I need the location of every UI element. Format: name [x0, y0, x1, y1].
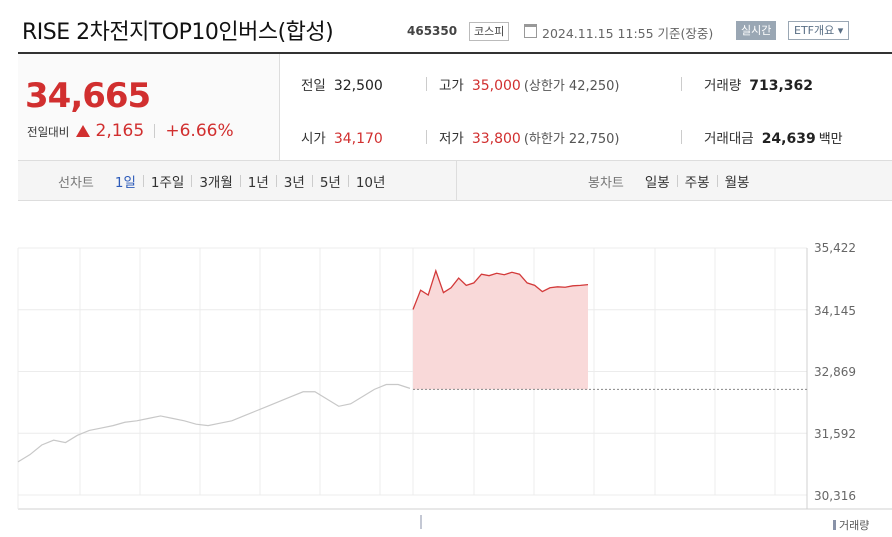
line-chart-title: 선차트	[58, 175, 94, 191]
market-badge: 코스피	[469, 22, 510, 41]
price-summary: 34,665 전일대비 2,165 +6.66%	[18, 54, 280, 161]
price-chart-svg	[17, 247, 892, 529]
tab-monthly-candle[interactable]: 월봉	[724, 175, 750, 191]
stat-value: 713,362	[749, 78, 814, 94]
stat-divider	[681, 130, 682, 144]
upper-limit: (상한가 42,250)	[523, 79, 620, 94]
etf-overview-dropdown[interactable]: ETF개요 ▾	[788, 21, 850, 40]
stat-prev-close: 전일 32,500	[301, 74, 383, 94]
current-price: 34,665	[25, 76, 151, 116]
volume-legend: 거래량	[833, 517, 869, 533]
tab-3m[interactable]: 3개월	[199, 175, 233, 191]
stat-open: 시가 34,170	[301, 127, 383, 147]
change-label: 전일대비	[27, 125, 70, 139]
calendar-icon	[524, 24, 537, 38]
tab-divider	[311, 175, 313, 187]
line-chart-tabs: 선차트 1일 1주일 3개월 1년 3년 5년 10년	[58, 161, 392, 201]
prev-day-line	[17, 383, 411, 463]
stat-value: 32,500	[333, 78, 383, 94]
tab-1w[interactable]: 1주일	[150, 175, 185, 191]
candle-chart-title: 봉차트	[588, 175, 624, 191]
realtime-button[interactable]: 실시간	[736, 21, 777, 40]
tab-divider	[275, 175, 277, 187]
tab-3y[interactable]: 3년	[283, 175, 305, 191]
y-tick-label: 30,316	[814, 489, 856, 503]
stat-low: 저가 33,800 (하한가 22,750)	[439, 127, 620, 147]
tab-daily-candle[interactable]: 일봉	[644, 175, 670, 191]
stat-label: 거래량	[704, 78, 742, 94]
today-area-fill	[413, 270, 588, 390]
tab-10y[interactable]: 10년	[355, 175, 386, 191]
tab-weekly-candle[interactable]: 주봉	[684, 175, 710, 191]
tab-divider	[191, 175, 193, 187]
stat-divider	[426, 130, 427, 144]
tab-divider	[347, 175, 349, 187]
y-tick-label: 35,422	[814, 241, 856, 255]
tab-divider	[142, 175, 144, 187]
chart-tab-bar: 선차트 1일 1주일 3개월 1년 3년 5년 10년 봉차트 일봉 주봉 월봉	[18, 161, 892, 201]
tab-divider	[676, 175, 678, 187]
y-tick-label: 32,869	[814, 365, 856, 379]
price-chart[interactable]: 35,422 34,145 32,869 31,592 30,316 거래량	[0, 201, 892, 537]
candle-chart-tabs: 봉차트 일봉 주봉 월봉	[588, 161, 756, 201]
lower-limit: (하한가 22,750)	[523, 132, 620, 147]
stat-high: 고가 35,000 (상한가 42,250)	[439, 74, 620, 94]
tab-5y[interactable]: 5년	[319, 175, 341, 191]
tab-divider	[716, 175, 718, 187]
today-price-line	[412, 268, 589, 310]
tab-1d[interactable]: 1일	[114, 175, 136, 191]
stat-value: 24,639	[761, 131, 816, 147]
stat-label: 고가	[439, 78, 464, 94]
stock-code: 465350	[407, 24, 458, 38]
stat-amount: 거래대금 24,639 백만	[704, 127, 843, 147]
timestamp: 2024.11.15 11:55 기준(장중)	[542, 26, 714, 41]
stat-label: 전일	[301, 78, 326, 94]
page-title: RISE 2차전지TOP10인버스(합성)	[22, 20, 334, 45]
change-row: 전일대비 2,165 +6.66%	[27, 121, 234, 141]
amount-unit: 백만	[818, 132, 843, 147]
stat-divider	[681, 77, 682, 91]
y-tick-label: 34,145	[814, 304, 856, 318]
stat-label: 시가	[301, 131, 326, 147]
stat-value: 34,170	[333, 131, 383, 147]
change-amount: 2,165	[95, 121, 145, 141]
stats-panel: 전일 32,500 고가 35,000 (상한가 42,250) 거래량 713,362…	[280, 54, 892, 161]
change-divider	[154, 124, 156, 138]
change-percent: +6.66%	[165, 121, 234, 141]
tab-1y[interactable]: 1년	[247, 175, 269, 191]
stat-label: 거래대금	[704, 131, 754, 147]
stat-volume: 거래량 713,362	[704, 74, 813, 94]
tab-divider	[239, 175, 241, 187]
stat-divider	[426, 77, 427, 91]
header-divider	[18, 52, 892, 54]
y-tick-label: 31,592	[814, 427, 856, 441]
stat-label: 저가	[439, 131, 464, 147]
header: RISE 2차전지TOP10인버스(합성) 465350 코스피 2024.11…	[0, 0, 892, 54]
up-arrow-icon	[76, 125, 91, 137]
stat-value: 35,000	[471, 78, 521, 94]
stat-value: 33,800	[471, 131, 521, 147]
tabs-divider	[456, 161, 457, 201]
